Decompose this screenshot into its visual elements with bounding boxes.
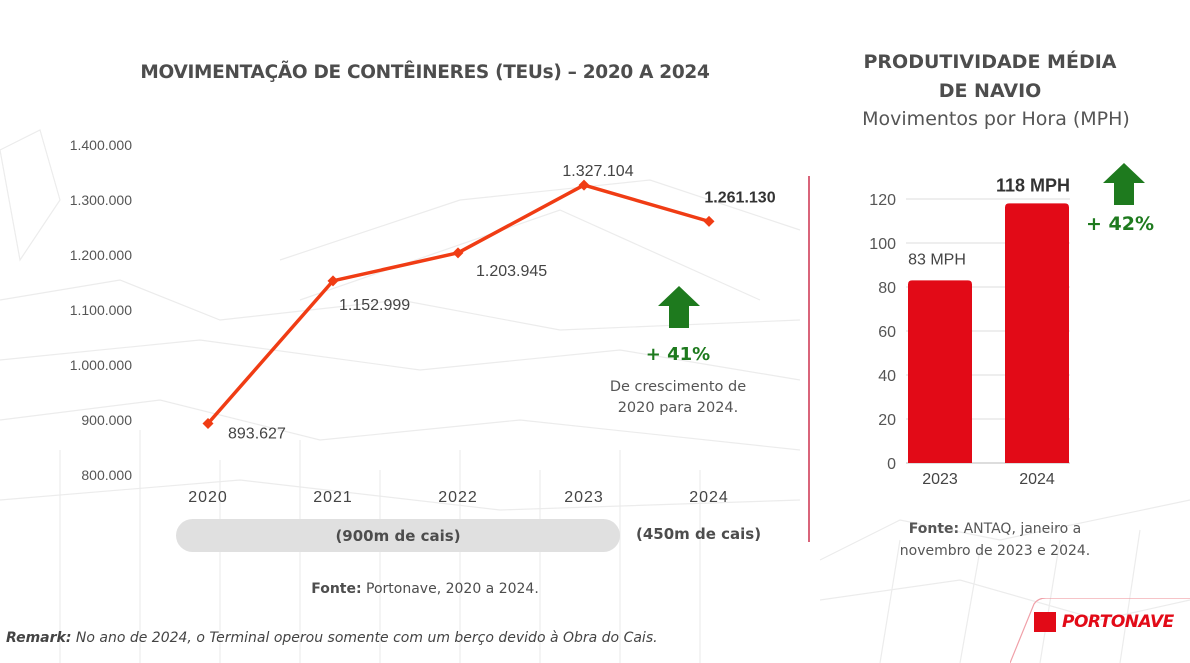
bar-chart: 0 20 40 60 80 100 120 2023 2024 83 MPH 118 MPH [869,175,1070,488]
line-chart-source: Fonte: Portonave, 2020 a 2024. [180,581,670,597]
data-point [703,215,715,227]
data-label: 893.627 [228,426,286,443]
y-tick-label: 800.000 [81,467,132,483]
growth-desc-line1: De crescimento de [609,379,747,395]
data-label: 1.203.945 [476,263,547,280]
remark-text: No ano de 2024, o Terminal operou soment… [71,630,658,646]
bar-chart-title: PRODUTIVIDADE MÉDIA DE NAVIO [820,48,1160,106]
growth-desc-line2: 2020 para 2024. [617,400,739,416]
logo-text: PORTONAVE [1062,612,1174,632]
y-tick-label: 0 [887,456,896,473]
x-tick-label: 2023 [922,471,958,488]
x-tick-label: 2022 [438,489,478,506]
y-tick-label: 20 [878,412,896,429]
y-tick-label: 60 [878,324,896,341]
source-text-right-2: novembro de 2023 e 2024. [899,543,1091,559]
y-tick-label: 1.300.000 [70,192,132,208]
line-chart-title: MOVIMENTAÇÃO DE CONTÊINERES (TEUs) – 202… [140,62,710,83]
source-text: Portonave, 2020 a 2024. [361,581,539,597]
portonave-ship-icon [1034,612,1056,632]
mph-growth-up-arrow-icon [1103,163,1145,205]
logo-corner-panel [1010,598,1190,663]
quay-450m-label: (450m de cais) [636,525,762,543]
y-tick-label: 120 [869,192,896,209]
x-tick-label: 2024 [1019,471,1055,488]
x-tick-label: 2020 [188,489,228,506]
data-point [202,418,214,430]
y-tick-label: 80 [878,280,896,297]
bar-chart-subtitle: Movimentos por Hora (MPH) [862,108,1130,130]
quay-900m-band: (900m de cais) [176,519,620,552]
y-tick-label: 1.400.000 [70,137,132,153]
bar-chart-source: Fonte: ANTAQ, janeiro a novembro de 2023… [860,518,1130,562]
source-text-right-1: ANTAQ, janeiro a [959,521,1082,537]
growth-up-arrow-icon [658,286,700,328]
section-divider [808,176,810,542]
bar-chart-title-line2: DE NAVIO [938,80,1042,102]
x-tick-label: 2023 [564,489,604,506]
line-growth-description: De crescimento de 2020 para 2024. [578,377,778,419]
y-tick-label: 100 [869,236,896,253]
y-tick-label: 1.000.000 [70,357,132,373]
y-tick-label: 1.200.000 [70,247,132,263]
remark-label: Remark: [6,630,72,646]
data-label: 1.261.130 [704,189,775,206]
source-label-right: Fonte: [908,521,960,537]
data-label: 118 MPH [996,175,1070,195]
x-tick-label: 2021 [313,489,353,506]
y-tick-label: 900.000 [81,412,132,428]
bar [1005,203,1069,463]
bar-chart-title-line1: PRODUTIVIDADE MÉDIA [863,51,1117,73]
data-point [452,247,464,259]
data-label: 83 MPH [908,251,966,268]
line-chart: 800.000 900.000 1.000.000 1.100.000 1.200.00… [70,137,776,506]
bar-growth-value: + 42% [1086,213,1155,235]
bar [908,280,972,463]
data-point [578,179,590,191]
source-label: Fonte: [311,581,362,597]
portonave-logo: PORTONAVE [1034,612,1174,632]
remark-note: Remark: No ano de 2024, o Terminal opero… [6,630,658,646]
x-tick-label: 2024 [689,489,729,506]
y-tick-label: 40 [878,368,896,385]
data-point [327,275,339,287]
data-label: 1.327.104 [562,163,633,180]
y-tick-label: 1.100.000 [70,302,132,318]
data-label: 1.152.999 [339,297,410,314]
line-growth-value: + 41% [645,344,711,365]
